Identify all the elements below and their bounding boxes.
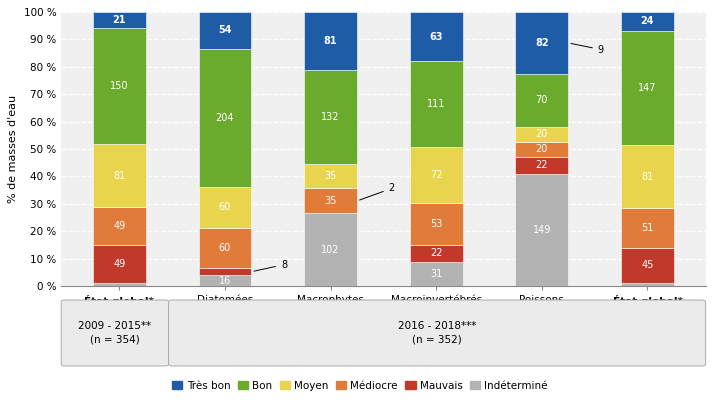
Text: 49: 49	[113, 259, 125, 269]
Bar	[304, 214, 357, 286]
Text: 63: 63	[429, 32, 443, 42]
Bar	[199, 12, 251, 49]
Text: 54: 54	[218, 25, 232, 35]
Bar	[410, 245, 463, 262]
Bar	[621, 248, 674, 283]
Bar	[516, 157, 568, 174]
Bar	[199, 268, 251, 275]
Text: 149: 149	[533, 225, 551, 235]
Bar	[199, 187, 251, 228]
Text: 31: 31	[430, 269, 442, 279]
Text: 150: 150	[110, 81, 129, 91]
Bar	[621, 145, 674, 208]
Text: 35: 35	[325, 171, 337, 181]
Bar	[304, 188, 357, 214]
Text: 70: 70	[536, 95, 548, 105]
Text: 51: 51	[642, 223, 654, 233]
Text: 2009 - 2015**
(n = 354): 2009 - 2015** (n = 354)	[78, 321, 151, 345]
Text: 21: 21	[112, 15, 126, 25]
Text: 22: 22	[430, 248, 443, 258]
Text: 53: 53	[430, 219, 442, 229]
Bar	[410, 12, 463, 61]
Text: 24: 24	[641, 16, 654, 26]
Bar	[304, 12, 357, 70]
Bar	[516, 74, 568, 127]
Text: 147: 147	[638, 83, 657, 93]
Text: 16: 16	[219, 276, 231, 286]
Legend: Très bon, Bon, Moyen, Médiocre, Mauvais, Indéterminé: Très bon, Bon, Moyen, Médiocre, Mauvais,…	[168, 376, 552, 395]
Bar	[93, 207, 145, 245]
Text: 49: 49	[113, 221, 125, 231]
Text: 81: 81	[642, 172, 654, 182]
Text: 20: 20	[536, 129, 548, 139]
Text: 20: 20	[536, 144, 548, 154]
Bar	[410, 61, 463, 148]
Bar	[410, 262, 463, 286]
Bar	[516, 142, 568, 157]
Text: 82: 82	[535, 38, 549, 48]
Bar	[516, 12, 568, 74]
Text: 111: 111	[427, 99, 446, 109]
Bar	[93, 12, 145, 28]
Bar	[621, 12, 674, 31]
Bar	[93, 245, 145, 283]
Text: 132: 132	[321, 112, 340, 122]
Bar	[410, 204, 463, 245]
Text: 8: 8	[254, 260, 287, 271]
Text: 60: 60	[219, 243, 231, 253]
Bar	[93, 283, 145, 286]
Text: 204: 204	[216, 113, 234, 123]
Text: 2: 2	[359, 183, 395, 200]
Bar	[199, 49, 251, 187]
Text: 81: 81	[113, 171, 125, 181]
Bar	[516, 174, 568, 286]
Bar	[93, 28, 145, 144]
Text: 9: 9	[571, 44, 604, 54]
Y-axis label: % de masses d'eau: % de masses d'eau	[8, 95, 18, 203]
Bar	[621, 208, 674, 248]
Bar	[304, 70, 357, 164]
Text: 22: 22	[536, 160, 548, 170]
Bar	[304, 164, 357, 188]
Text: 35: 35	[325, 196, 337, 206]
Text: 102: 102	[321, 245, 340, 255]
Bar	[93, 144, 145, 207]
Bar	[516, 127, 568, 142]
Text: 45: 45	[642, 260, 654, 270]
Bar	[621, 31, 674, 145]
Text: 81: 81	[324, 36, 338, 46]
Bar	[199, 275, 251, 286]
Bar	[410, 148, 463, 204]
Bar	[621, 283, 674, 286]
Text: 60: 60	[219, 202, 231, 212]
Text: 72: 72	[430, 170, 443, 180]
Text: 2016 - 2018***
(n = 352): 2016 - 2018*** (n = 352)	[398, 321, 477, 345]
Bar	[199, 228, 251, 268]
